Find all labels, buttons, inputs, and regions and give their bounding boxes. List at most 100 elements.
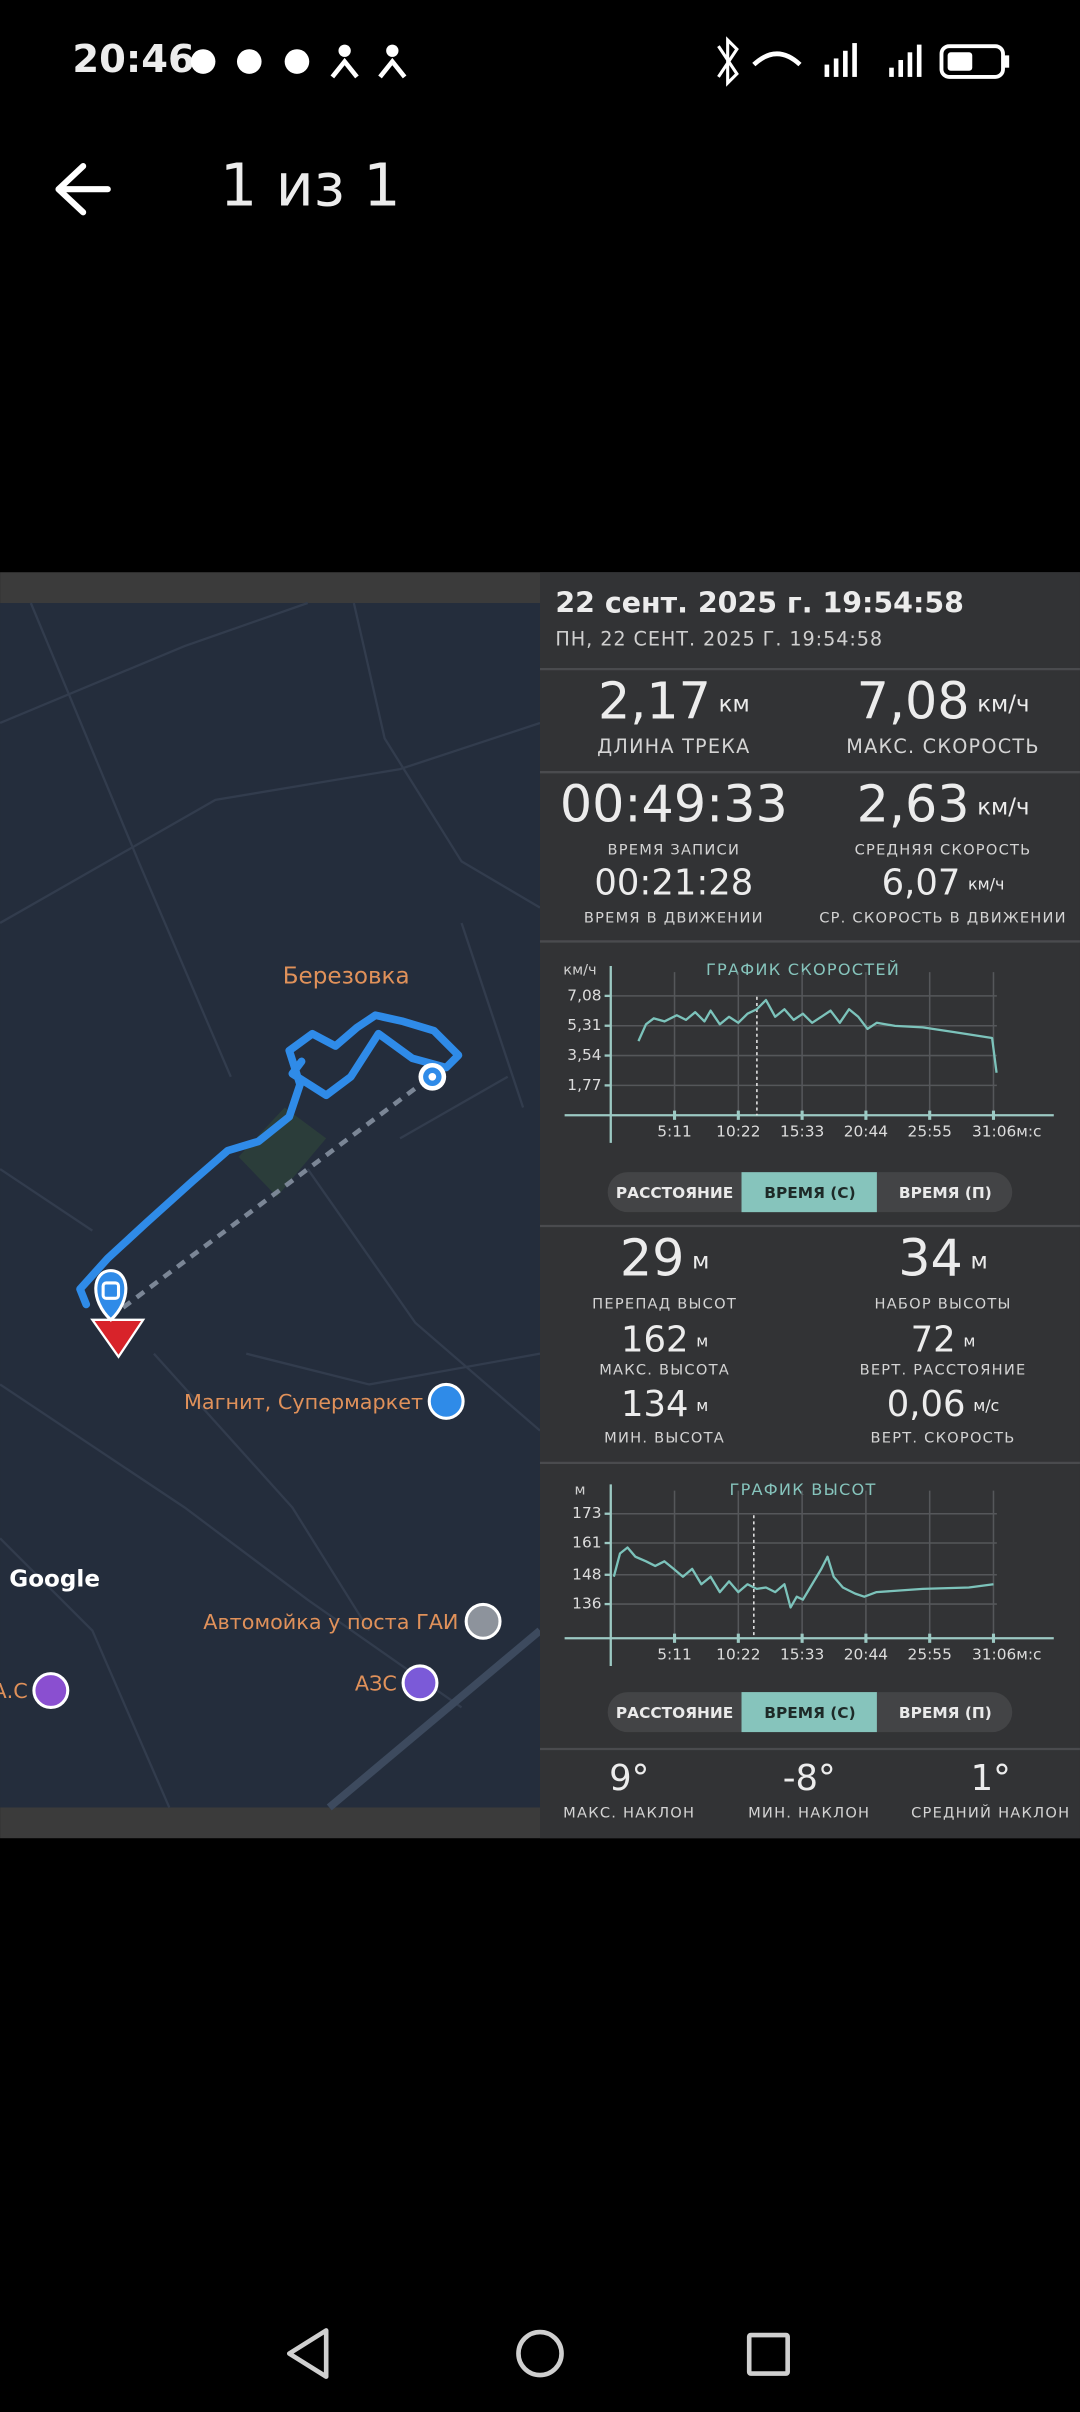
x-tick-label: 10:22: [716, 1123, 760, 1141]
stat-unit: км/ч: [977, 794, 1029, 820]
toggle-option[interactable]: РАССТОЯНИЕ: [616, 1184, 733, 1202]
stat-number: 7,08: [857, 672, 970, 731]
stat-value: 29 м: [620, 1228, 710, 1287]
stat-label: СРЕДНИЙ НАКЛОН: [911, 1804, 1070, 1822]
stat-number: 00:49:33: [560, 775, 788, 834]
stats-panel: 22 сент. 2025 г. 19:54:58 ПН, 22 СЕНТ. 2…: [539, 572, 1080, 1839]
stat-label: ДЛИНА ТРЕКА: [597, 735, 750, 758]
stat-unit: км/ч: [968, 874, 1004, 893]
x-tick-label: 5:11: [657, 1123, 692, 1141]
stat-label: МАКС. НАКЛОН: [563, 1805, 695, 1822]
stat-value: 0,06 м/с: [887, 1384, 1000, 1425]
stat-number: 00:21:28: [594, 863, 753, 904]
stat-label: МАКС. ВЫСОТА: [599, 1362, 730, 1379]
x-tick-label: 25:55: [908, 1123, 952, 1141]
map: Березовка Магнит, Супермаркет Автомойка …: [0, 601, 543, 1811]
x-tick-label: 31:06м:с: [972, 1646, 1042, 1664]
stat-label: МАКС. СКОРОСТЬ: [846, 735, 1040, 758]
stat-number: 134: [621, 1384, 689, 1425]
status-icons: [190, 36, 1010, 87]
stat-number: 34: [898, 1228, 963, 1287]
stat-unit: м/с: [973, 1395, 999, 1414]
x-tick-label: 5:11: [657, 1646, 692, 1664]
header-title: 1 из 1: [220, 151, 401, 219]
stat-unit: м: [971, 1248, 988, 1274]
y-axis-label: км/ч: [563, 962, 596, 979]
stat-number: -8°: [783, 1758, 836, 1799]
stat-value: -8°: [783, 1758, 836, 1799]
stat-number: 72: [911, 1319, 956, 1360]
stat-number: 29: [620, 1228, 685, 1287]
stat-number: 2,17: [598, 672, 711, 731]
nav-recents[interactable]: [746, 2332, 790, 2376]
stat-number: 9°: [609, 1758, 649, 1799]
data-line: [637, 998, 998, 1073]
nav-back[interactable]: [286, 2328, 329, 2379]
stat-unit: км: [719, 691, 750, 717]
y-tick-label: 173: [572, 1504, 601, 1522]
stat-number: 1°: [971, 1758, 1011, 1799]
stat-value: 134 м: [621, 1384, 708, 1425]
y-tick-label: 148: [572, 1565, 601, 1583]
x-tick-label: 20:44: [844, 1646, 888, 1664]
nav-home[interactable]: [516, 2329, 564, 2378]
date-subtitle: ПН, 22 СЕНТ. 2025 Г. 19:54:58: [555, 627, 883, 650]
stat-unit: м: [963, 1331, 975, 1350]
toggle-option[interactable]: ВРЕМЯ (П): [899, 1184, 992, 1202]
x-tick-label: 15:33: [780, 1646, 824, 1664]
map-label: АЗС: [355, 1671, 397, 1695]
stat-label: МИН. ВЫСОТА: [604, 1429, 725, 1446]
stat-value: 72 м: [911, 1319, 976, 1360]
back-button[interactable]: [55, 163, 111, 216]
stat-label: ПЕРЕПАД ВЫСОТ: [592, 1295, 737, 1312]
x-tick-label: 25:55: [908, 1646, 952, 1664]
stat-unit: м: [696, 1331, 708, 1350]
stat-value: 00:49:33: [560, 775, 788, 834]
status-time: 20:46: [72, 37, 194, 82]
x-tick-label: 15:33: [780, 1123, 824, 1141]
y-tick-label: 161: [572, 1534, 601, 1552]
map-label: А.С: [0, 1679, 28, 1703]
map-label: Магнит, Супермаркет: [184, 1390, 423, 1414]
stat-number: 0,06: [887, 1384, 966, 1425]
nav-bar: [286, 2328, 790, 2379]
toggle-option[interactable]: ВРЕМЯ (С): [764, 1704, 855, 1722]
stat-value: 34 м: [898, 1228, 988, 1287]
chart-title: ГРАФИК СКОРОСТЕЙ: [706, 960, 900, 979]
stat-number: 6,07: [882, 863, 961, 904]
stat-value: 162 м: [621, 1319, 708, 1360]
stat-unit: м: [692, 1248, 709, 1274]
y-tick-label: 3,54: [567, 1046, 601, 1064]
y-tick-label: 5,31: [567, 1016, 601, 1034]
x-tick-label: 20:44: [844, 1123, 888, 1141]
stat-value: 1°: [971, 1758, 1011, 1799]
stat-unit: км/ч: [977, 691, 1029, 717]
stat-number: 162: [621, 1319, 689, 1360]
stat-label: СР. СКОРОСТЬ В ДВИЖЕНИИ: [819, 909, 1067, 926]
data-line: [612, 1546, 994, 1609]
stat-label: ВЕРТ. РАССТОЯНИЕ: [860, 1362, 1027, 1379]
map-attribution: Google: [9, 1566, 100, 1592]
toggle-option[interactable]: ВРЕМЯ (П): [899, 1704, 992, 1722]
y-axis-label: м: [574, 1482, 585, 1499]
stat-value: 2,17 км: [598, 672, 750, 731]
toggle-selected: [741, 1172, 877, 1213]
toggle-option[interactable]: РАССТОЯНИЕ: [616, 1704, 733, 1722]
y-tick-label: 1,77: [567, 1076, 601, 1094]
stat-number: 2,63: [857, 775, 970, 834]
stat-value: 00:21:28: [594, 863, 753, 904]
toggle-option[interactable]: ВРЕМЯ (С): [764, 1184, 855, 1202]
map-label: Березовка: [283, 963, 410, 989]
chart-title: ГРАФИК ВЫСОТ: [729, 1480, 876, 1499]
stat-value: 6,07 км/ч: [882, 863, 1005, 904]
stat-label: НАБОР ВЫСОТЫ: [874, 1295, 1011, 1312]
stat-label: СРЕДНЯЯ СКОРОСТЬ: [855, 842, 1032, 859]
x-tick-label: 10:22: [716, 1646, 760, 1664]
map-label: Автомойка у поста ГАИ: [203, 1610, 458, 1634]
stat-label: МИН. НАКЛОН: [748, 1805, 870, 1822]
stat-value: 7,08 км/ч: [857, 672, 1030, 731]
stat-label: ВЕРТ. СКОРОСТЬ: [871, 1429, 1016, 1446]
date-title: 22 сент. 2025 г. 19:54:58: [555, 587, 964, 620]
